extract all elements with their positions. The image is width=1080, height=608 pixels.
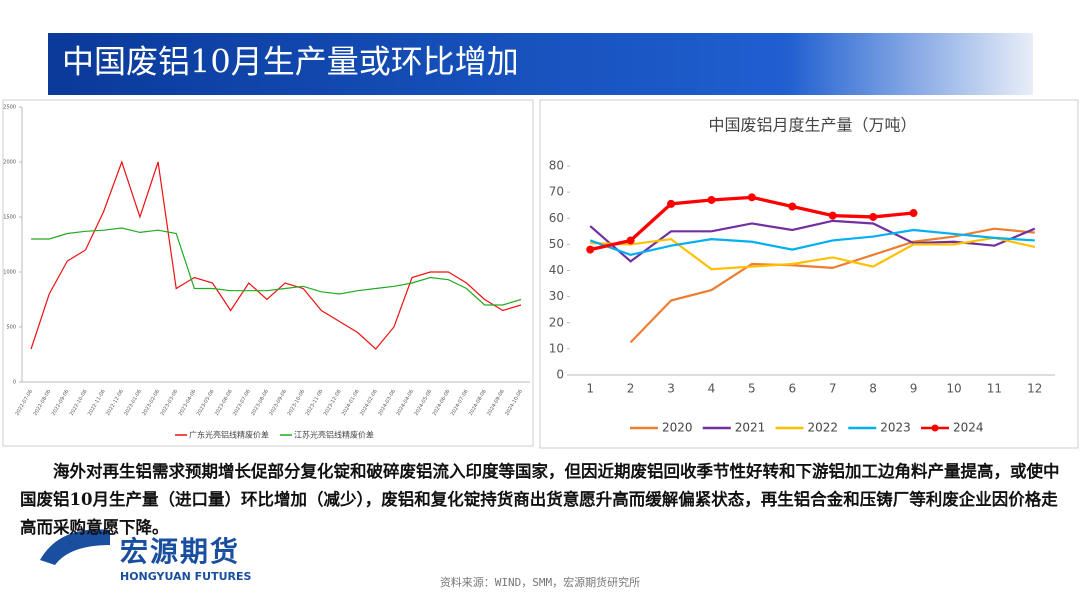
marker [828,211,837,220]
y-tick-label: 20 [549,315,564,329]
marker [869,212,878,221]
marker [626,236,635,245]
legend-label: 2024 [953,421,984,435]
marker [667,199,676,208]
x-tick-label: 5 [748,382,756,396]
source: 资料来源：WIND，SMM，宏源期货研究所 [439,576,641,589]
y-tick-label: 0 [556,368,564,382]
legend-label: 2022 [808,421,839,435]
y-tick-label: 40 [549,263,564,277]
banner [48,33,1033,95]
y-tick-label: 10 [549,341,564,355]
chart-title: 中国废铝月度生产量（万吨） [708,116,916,135]
x-tick-label: 6 [788,382,796,396]
legend-label: 2021 [735,421,766,435]
series-line [629,227,1035,344]
x-tick-label: 3 [667,382,675,396]
series-line [589,228,1035,256]
marker [707,195,716,204]
x-tick-label: 7 [829,382,837,396]
logo-name: 宏源期货 [120,535,241,568]
y-tick-label: 500 [6,325,16,331]
x-tick-label: 11 [987,382,1002,396]
slide-title: 中国废铝10月生产量或环比增加 [62,43,519,81]
series-line [30,160,522,350]
x-tick-label: 4 [708,382,716,396]
series-line [31,227,522,306]
series-line [590,236,1036,271]
legend-marker [931,424,939,432]
marker [586,245,595,254]
x-tick-label: 10 [946,382,961,396]
marker [909,209,918,218]
legend-label: 2020 [662,421,693,435]
y-tick-label: 0 [13,380,16,386]
y-tick-label: 50 [549,237,564,251]
x-tick-label: 2 [627,382,635,396]
y-tick-label: 60 [549,211,564,225]
x-tick-label: 1 [586,382,594,396]
x-tick-label: 12 [1027,382,1042,396]
logo: 宏源期货 HONGYUAN FUTURES [120,530,251,583]
logo-english: HONGYUAN FUTURES [120,570,252,583]
left-frame [2,99,534,447]
y-tick-label: 70 [549,185,564,199]
y-tick-label: 1000 [3,270,16,276]
x-tick-label: 8 [869,382,877,396]
legend-label: 江苏光亮铝线精废价差 [294,430,374,440]
y-tick-label: 80 [549,159,564,173]
legend-label: 广东光亮铝线精废价差 [189,430,269,440]
body-text: 海外对再生铝需求预期增长促部分复化锭和破碎废铝流入印度等国家，但因近期废铝回收季… [20,462,1060,537]
legend-label: 2023 [880,421,911,435]
y-tick-label: 30 [549,289,564,303]
x-tick-label: 9 [910,382,918,396]
logo-icon [40,529,110,565]
y-tick-label: 2000 [3,160,16,166]
y-tick-label: 2500 [3,105,16,111]
y-tick-label: 1500 [3,215,16,221]
marker [788,202,797,211]
right-frame [539,99,1079,449]
marker [747,193,756,202]
